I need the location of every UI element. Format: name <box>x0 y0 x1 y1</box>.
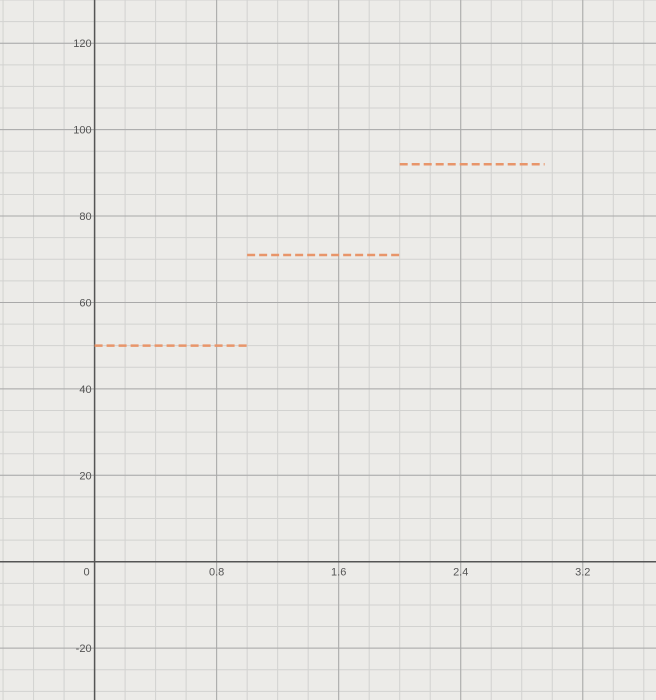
y-tick-label: -20 <box>76 643 92 655</box>
x-tick-label: 0.8 <box>209 567 224 579</box>
x-tick-label: 3.2 <box>575 567 590 579</box>
y-tick-label: 100 <box>73 125 91 137</box>
y-tick-label: 40 <box>79 384 91 396</box>
x-tick-label: 1.6 <box>331 567 346 579</box>
y-tick-label: 80 <box>79 211 91 223</box>
y-tick-label: 20 <box>79 470 91 482</box>
x-tick-label: 2.4 <box>453 567 468 579</box>
y-tick-label: 60 <box>79 297 91 309</box>
x-tick-label: 0 <box>83 567 89 579</box>
y-tick-label: 120 <box>73 38 91 50</box>
